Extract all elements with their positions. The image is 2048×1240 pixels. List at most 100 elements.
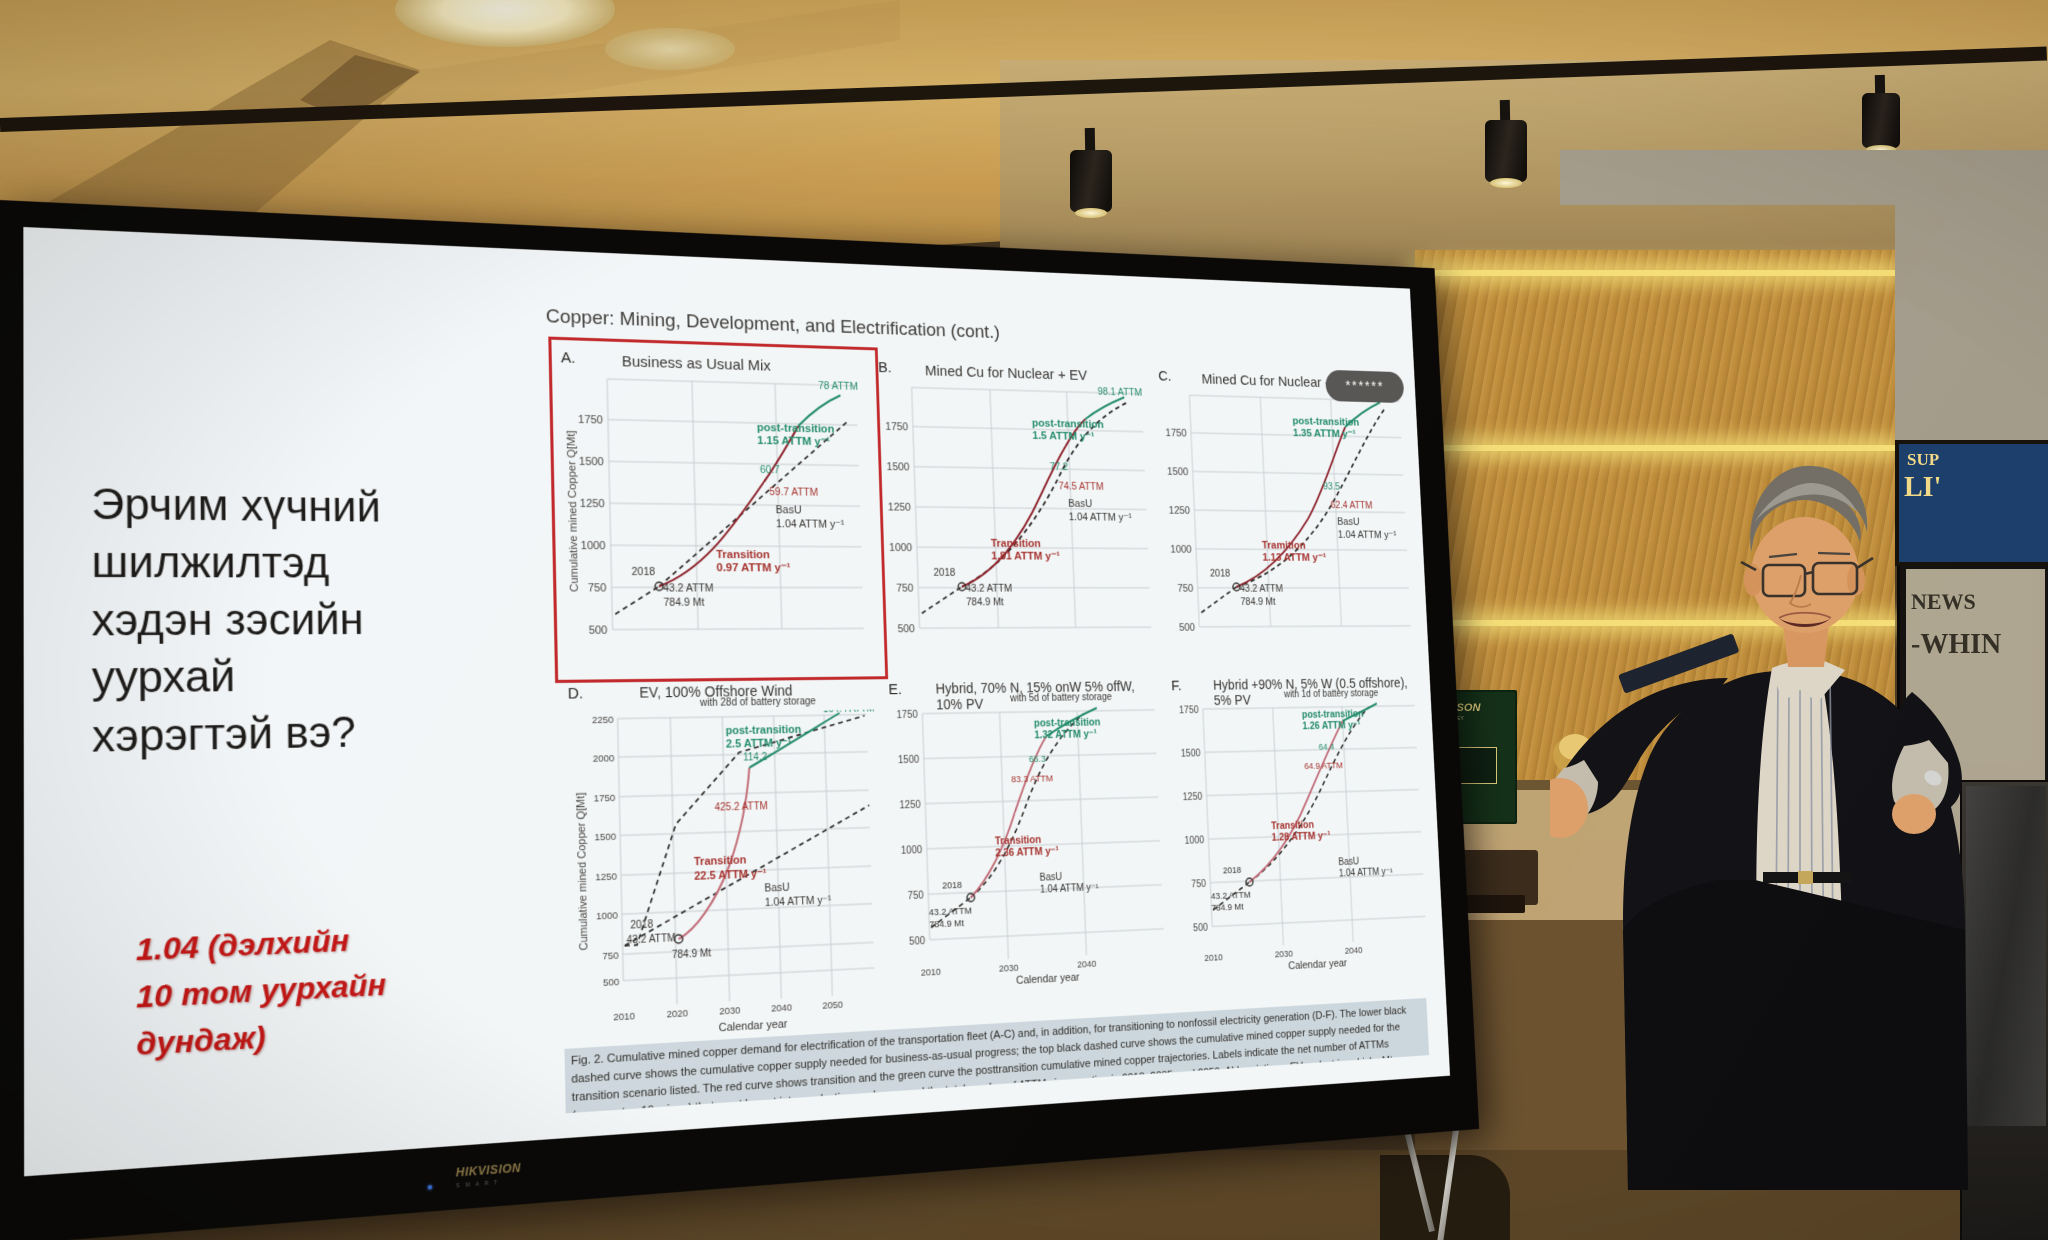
svg-text:Cumulative mined Copper Q[Mt]: Cumulative mined Copper Q[Mt] <box>575 792 590 950</box>
svg-text:98.1 ATTM: 98.1 ATTM <box>1097 386 1142 398</box>
svg-text:1.04 ATTM y⁻¹: 1.04 ATTM y⁻¹ <box>765 894 832 909</box>
svg-text:1.81 ATTM y⁻¹: 1.81 ATTM y⁻¹ <box>991 549 1060 562</box>
svg-text:2040: 2040 <box>1077 959 1097 971</box>
svg-text:2018: 2018 <box>933 567 955 578</box>
svg-text:1750: 1750 <box>1165 427 1187 439</box>
svg-text:1.32 ATTM y⁻¹: 1.32 ATTM y⁻¹ <box>1034 728 1097 741</box>
svg-text:1.35 ATTM y⁻¹: 1.35 ATTM y⁻¹ <box>1293 426 1356 440</box>
svg-text:83.3 ATTM: 83.3 ATTM <box>1011 773 1053 785</box>
svg-text:750: 750 <box>602 950 619 962</box>
svg-text:post-transition: post-transition <box>725 723 801 737</box>
svg-text:500: 500 <box>897 622 915 634</box>
svg-text:2040: 2040 <box>1344 945 1362 956</box>
svg-text:2050: 2050 <box>822 999 843 1011</box>
svg-text:1750: 1750 <box>885 420 908 433</box>
svg-text:1750: 1750 <box>593 793 615 805</box>
svg-text:500: 500 <box>909 936 925 948</box>
svg-text:43.2 ATTM: 43.2 ATTM <box>966 583 1013 594</box>
svg-text:93.5: 93.5 <box>1323 481 1341 492</box>
svg-text:1500: 1500 <box>898 755 919 766</box>
svg-text:1750: 1750 <box>578 413 603 426</box>
svg-text:2018: 2018 <box>942 880 962 892</box>
svg-text:1750: 1750 <box>897 710 918 721</box>
svg-text:43.2 ATTM: 43.2 ATTM <box>626 933 675 946</box>
svg-text:1000: 1000 <box>901 845 922 857</box>
svg-text:74.5 ATTM: 74.5 ATTM <box>1058 481 1103 493</box>
svg-text:2030: 2030 <box>999 963 1019 975</box>
svg-text:Transition: Transition <box>716 547 770 561</box>
svg-text:2040: 2040 <box>771 1002 792 1014</box>
svg-text:64.9 ATTM: 64.9 ATTM <box>1304 761 1343 772</box>
svg-text:0.97 ATTM y⁻¹: 0.97 ATTM y⁻¹ <box>716 560 790 574</box>
svg-text:500: 500 <box>1193 923 1208 934</box>
svg-text:1.28 ATTM y⁻¹: 1.28 ATTM y⁻¹ <box>1271 830 1330 843</box>
svg-text:Calendar year: Calendar year <box>718 1017 787 1034</box>
svg-text:1250: 1250 <box>899 800 920 811</box>
svg-text:2010: 2010 <box>613 1011 635 1024</box>
svg-text:500: 500 <box>1179 621 1196 633</box>
svg-text:post-transition: post-transition <box>1034 717 1101 730</box>
svg-text:1250: 1250 <box>595 871 617 883</box>
svg-text:1.15 ATTM y⁻¹: 1.15 ATTM y⁻¹ <box>757 433 830 448</box>
svg-text:64.4: 64.4 <box>1318 742 1334 752</box>
svg-text:2.5 ATTM y⁻¹: 2.5 ATTM y⁻¹ <box>726 736 792 750</box>
svg-text:BasU: BasU <box>1338 857 1359 868</box>
svg-text:1250: 1250 <box>888 501 911 514</box>
svg-text:Tramition: Tramition <box>1262 538 1306 551</box>
svg-text:500: 500 <box>603 977 620 989</box>
svg-text:43.2 ATTM: 43.2 ATTM <box>663 582 714 594</box>
svg-text:425.2 ATTM: 425.2 ATTM <box>714 801 767 813</box>
svg-text:1000: 1000 <box>596 910 618 922</box>
svg-text:1.5 ATTM y⁻¹: 1.5 ATTM y⁻¹ <box>1032 429 1094 443</box>
svg-text:784.9 Mt: 784.9 Mt <box>929 918 964 930</box>
svg-text:43.2 ATTM: 43.2 ATTM <box>1240 583 1284 594</box>
svg-text:BasU: BasU <box>1039 872 1062 883</box>
svg-text:BasU: BasU <box>1337 516 1360 528</box>
svg-text:1500: 1500 <box>1181 749 1201 760</box>
svg-text:1.04 ATTM y⁻¹: 1.04 ATTM y⁻¹ <box>1040 882 1099 895</box>
svg-text:60.7: 60.7 <box>760 464 780 476</box>
svg-text:Calendar year: Calendar year <box>1288 957 1347 972</box>
svg-text:66.3: 66.3 <box>1029 754 1046 765</box>
svg-text:78 ATTM: 78 ATTM <box>818 380 858 392</box>
svg-text:Calendar year: Calendar year <box>1016 971 1080 987</box>
svg-text:2250: 2250 <box>592 715 614 726</box>
svg-text:784.9 Mt: 784.9 Mt <box>672 948 712 961</box>
svg-text:1.04 ATTM y⁻¹: 1.04 ATTM y⁻¹ <box>1339 867 1394 879</box>
svg-text:2000: 2000 <box>593 753 615 765</box>
svg-text:43.2 ATTM: 43.2 ATTM <box>1211 890 1251 902</box>
svg-text:1000: 1000 <box>1170 543 1192 555</box>
svg-text:750: 750 <box>588 581 607 594</box>
svg-text:784.9 Mt: 784.9 Mt <box>966 597 1005 608</box>
svg-text:1500: 1500 <box>886 460 909 473</box>
svg-text:1750: 1750 <box>1179 705 1199 716</box>
svg-text:750: 750 <box>896 582 914 594</box>
svg-text:2010: 2010 <box>921 967 941 979</box>
svg-text:2030: 2030 <box>1275 949 1294 960</box>
svg-text:784.9 Mt: 784.9 Mt <box>1211 902 1244 914</box>
svg-text:77.2: 77.2 <box>1050 461 1069 472</box>
svg-text:2010: 2010 <box>1204 952 1223 963</box>
svg-text:1500: 1500 <box>1167 466 1189 478</box>
svg-text:1250: 1250 <box>1183 792 1203 803</box>
svg-text:784.9 Mt: 784.9 Mt <box>1240 596 1276 607</box>
svg-text:1000: 1000 <box>581 539 606 552</box>
svg-text:62.4 ATTM: 62.4 ATTM <box>1330 500 1372 511</box>
svg-text:1.26 ATTM y⁻¹: 1.26 ATTM y⁻¹ <box>1302 720 1361 732</box>
svg-text:164.4 ATTM: 164.4 ATTM <box>823 709 875 715</box>
svg-text:22.5 ATTM y⁻¹: 22.5 ATTM y⁻¹ <box>694 867 767 883</box>
svg-text:1500: 1500 <box>579 455 604 468</box>
svg-text:BasU: BasU <box>1068 497 1092 509</box>
svg-text:1500: 1500 <box>594 831 616 843</box>
svg-text:1.04 ATTM y⁻¹: 1.04 ATTM y⁻¹ <box>1338 529 1397 541</box>
svg-text:2020: 2020 <box>666 1008 688 1020</box>
svg-text:1.04 ATTM y⁻¹: 1.04 ATTM y⁻¹ <box>1068 511 1132 524</box>
svg-text:750: 750 <box>1191 879 1206 890</box>
svg-text:BasU: BasU <box>775 503 801 516</box>
svg-text:1.13 ATTM y⁻¹: 1.13 ATTM y⁻¹ <box>1262 551 1326 564</box>
svg-text:1250: 1250 <box>580 497 605 510</box>
svg-text:750: 750 <box>1177 582 1194 594</box>
svg-text:2018: 2018 <box>1210 568 1231 579</box>
svg-text:2030: 2030 <box>719 1005 740 1017</box>
svg-text:1000: 1000 <box>1184 835 1204 846</box>
